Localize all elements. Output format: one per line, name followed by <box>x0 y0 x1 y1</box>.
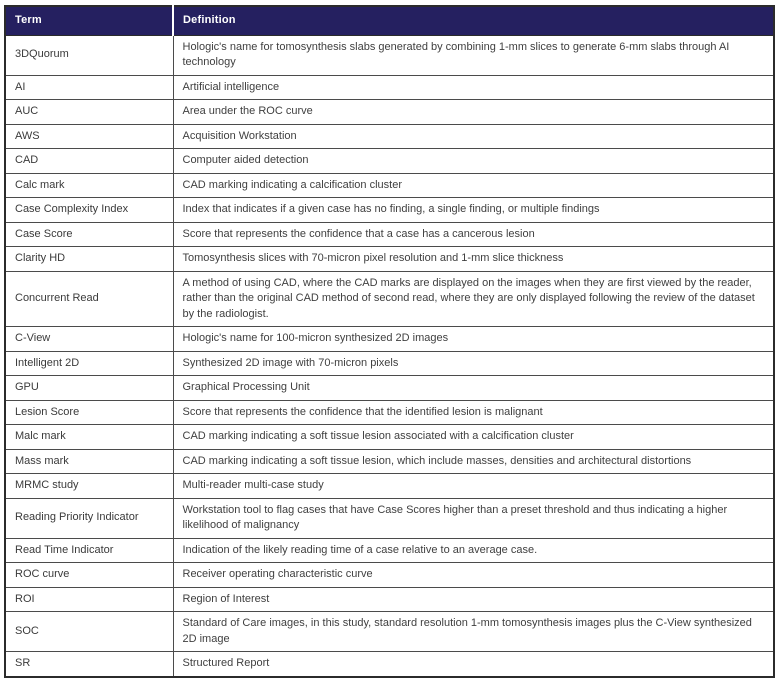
header-row: Term Definition <box>4 5 775 36</box>
table-header: Term Definition <box>4 5 775 36</box>
table-row: Malc mark CAD marking indicating a soft t… <box>4 424 775 450</box>
term-cell: AI <box>4 74 174 100</box>
table-body: 3DQuorum Hologic's name for tomosynthesis… <box>4 34 775 677</box>
term-cell: ROC curve <box>4 562 174 588</box>
table-row: Concurrent Read A method of using CAD, wh… <box>4 270 775 327</box>
definition-cell: Region of Interest <box>172 586 775 612</box>
term-cell: AWS <box>4 123 174 149</box>
term-cell: GPU <box>4 375 174 401</box>
definition-cell: Computer aided detection <box>172 148 775 174</box>
table-row: Case Complexity Index Index that indicate… <box>4 197 775 223</box>
definition-cell: A method of using CAD, where the CAD mar… <box>172 270 775 327</box>
term-cell: Mass mark <box>4 448 174 474</box>
definition-cell: Score that represents the confidence tha… <box>172 221 775 247</box>
table-row: AI Artificial intelligence <box>4 74 775 100</box>
definition-cell: Score that represents the confidence tha… <box>172 399 775 425</box>
definition-cell: Artificial intelligence <box>172 74 775 100</box>
glossary-table: Term Definition 3DQuorum Hologic's name f… <box>4 5 775 678</box>
table-row: Case Score Score that represents the conf… <box>4 221 775 247</box>
term-cell: Case Complexity Index <box>4 197 174 223</box>
definition-column-header: Definition <box>172 5 775 36</box>
table-row: GPU Graphical Processing Unit <box>4 375 775 401</box>
table-row: Read Time Indicator Indication of the lik… <box>4 537 775 563</box>
term-cell: Lesion Score <box>4 399 174 425</box>
table-row: SR Structured Report <box>4 651 775 677</box>
table-row: ROI Region of Interest <box>4 586 775 612</box>
term-cell: AUC <box>4 99 174 125</box>
term-cell: SOC <box>4 611 174 652</box>
definition-cell: CAD marking indicating a soft tissue les… <box>172 424 775 450</box>
term-cell: SR <box>4 651 174 677</box>
definition-cell: Receiver operating characteristic curve <box>172 562 775 588</box>
definition-cell: Indication of the likely reading time of… <box>172 537 775 563</box>
definition-cell: Standard of Care images, in this study, … <box>172 611 775 652</box>
definition-cell: Workstation tool to flag cases that have… <box>172 497 775 539</box>
term-cell: Calc mark <box>4 172 174 198</box>
table-row: AWS Acquisition Workstation <box>4 123 775 149</box>
definition-cell: Synthesized 2D image with 70-micron pixe… <box>172 350 775 376</box>
term-cell: ROI <box>4 586 174 612</box>
table-row: 3DQuorum Hologic's name for tomosynthesis… <box>4 34 775 76</box>
term-cell: Read Time Indicator <box>4 537 174 563</box>
definition-cell: Structured Report <box>172 651 775 677</box>
table-row: C-View Hologic's name for 100-micron synt… <box>4 326 775 352</box>
term-cell: Intelligent 2D <box>4 350 174 376</box>
table-row: Reading Priority Indicator Workstation to… <box>4 497 775 539</box>
table-row: SOC Standard of Care images, in this stud… <box>4 611 775 652</box>
definition-cell: CAD marking indicating a calcification c… <box>172 172 775 198</box>
term-cell: MRMC study <box>4 473 174 499</box>
definition-cell: Tomosynthesis slices with 70-micron pixe… <box>172 246 775 272</box>
term-cell: Case Score <box>4 221 174 247</box>
term-cell: 3DQuorum <box>4 34 174 76</box>
term-column-header: Term <box>4 5 174 36</box>
table-row: Calc mark CAD marking indicating a calcif… <box>4 172 775 198</box>
definition-cell: Graphical Processing Unit <box>172 375 775 401</box>
table-row: CAD Computer aided detection <box>4 148 775 174</box>
table-row: AUC Area under the ROC curve <box>4 99 775 125</box>
table-row: Lesion Score Score that represents the co… <box>4 399 775 425</box>
table-row: Mass mark CAD marking indicating a soft t… <box>4 448 775 474</box>
table-row: Intelligent 2D Synthesized 2D image with … <box>4 350 775 376</box>
term-cell: Malc mark <box>4 424 174 450</box>
definition-cell: Multi-reader multi-case study <box>172 473 775 499</box>
definition-cell: Hologic's name for tomosynthesis slabs g… <box>172 34 775 76</box>
definition-cell: Area under the ROC curve <box>172 99 775 125</box>
term-cell: CAD <box>4 148 174 174</box>
table-row: Clarity HD Tomosynthesis slices with 70-m… <box>4 246 775 272</box>
definition-cell: Index that indicates if a given case has… <box>172 197 775 223</box>
definition-cell: Hologic's name for 100-micron synthesize… <box>172 326 775 352</box>
term-cell: Reading Priority Indicator <box>4 497 174 539</box>
definition-cell: CAD marking indicating a soft tissue les… <box>172 448 775 474</box>
table-row: MRMC study Multi-reader multi-case study <box>4 473 775 499</box>
term-cell: Concurrent Read <box>4 270 174 327</box>
term-cell: Clarity HD <box>4 246 174 272</box>
definition-cell: Acquisition Workstation <box>172 123 775 149</box>
table-row: ROC curve Receiver operating characterist… <box>4 562 775 588</box>
term-cell: C-View <box>4 326 174 352</box>
